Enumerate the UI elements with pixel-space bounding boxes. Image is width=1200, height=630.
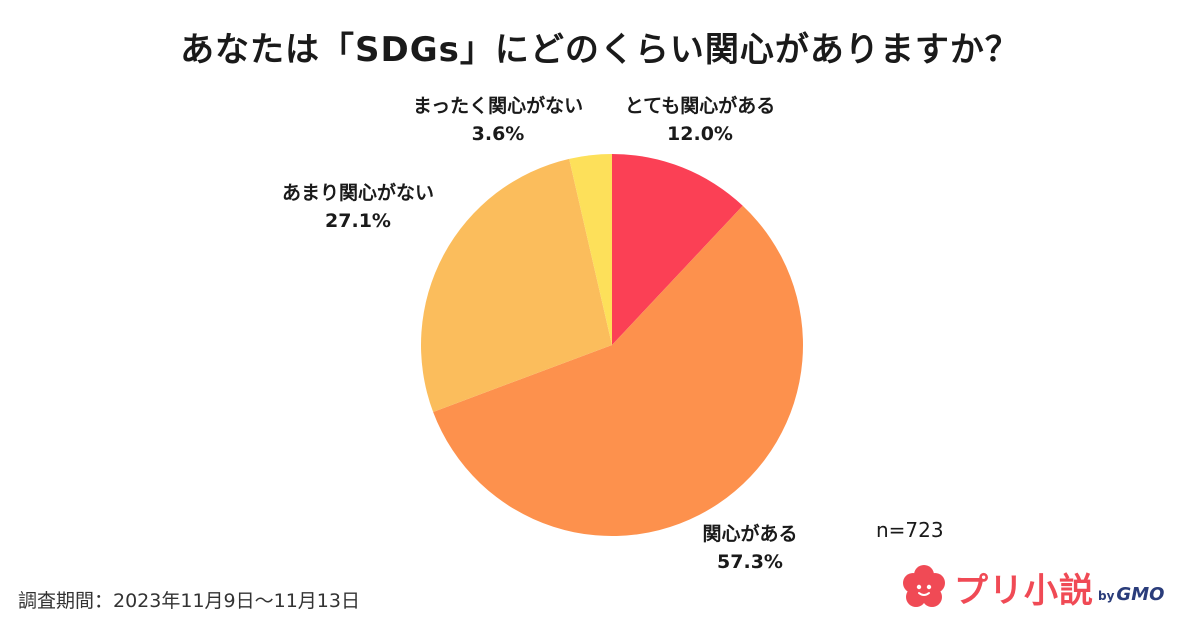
slice-label: あまり関心がない (282, 181, 434, 204)
pie-slice (420, 158, 612, 412)
slice-label: 関心がある (702, 522, 797, 545)
pie-slice (569, 154, 612, 345)
logo-by: by (1098, 589, 1115, 603)
slice-label: まったく関心がない (413, 94, 583, 117)
logo-brand: GMO (1116, 583, 1165, 605)
slice-value-label: 27.1% (325, 210, 391, 232)
survey-period: 調査期間：2023年11月9日〜11月13日 (18, 590, 360, 612)
logo-name: プリ小説 (954, 570, 1094, 611)
slice-value-label: 12.0% (667, 123, 733, 145)
chart-title: あなたは「SDGs」にどのくらい関心がありますか？ (180, 30, 1020, 70)
slice-label: とても関心がある (625, 94, 775, 117)
pie-slice (433, 205, 803, 536)
flower-blob-icon (903, 565, 945, 607)
slice-value-label: 3.6% (472, 123, 525, 145)
logo: プリ小説 by GMO (900, 560, 1164, 614)
sample-size: n=723 (876, 518, 944, 542)
pie-slice (612, 154, 743, 345)
slice-value-label: 57.3% (717, 551, 783, 573)
